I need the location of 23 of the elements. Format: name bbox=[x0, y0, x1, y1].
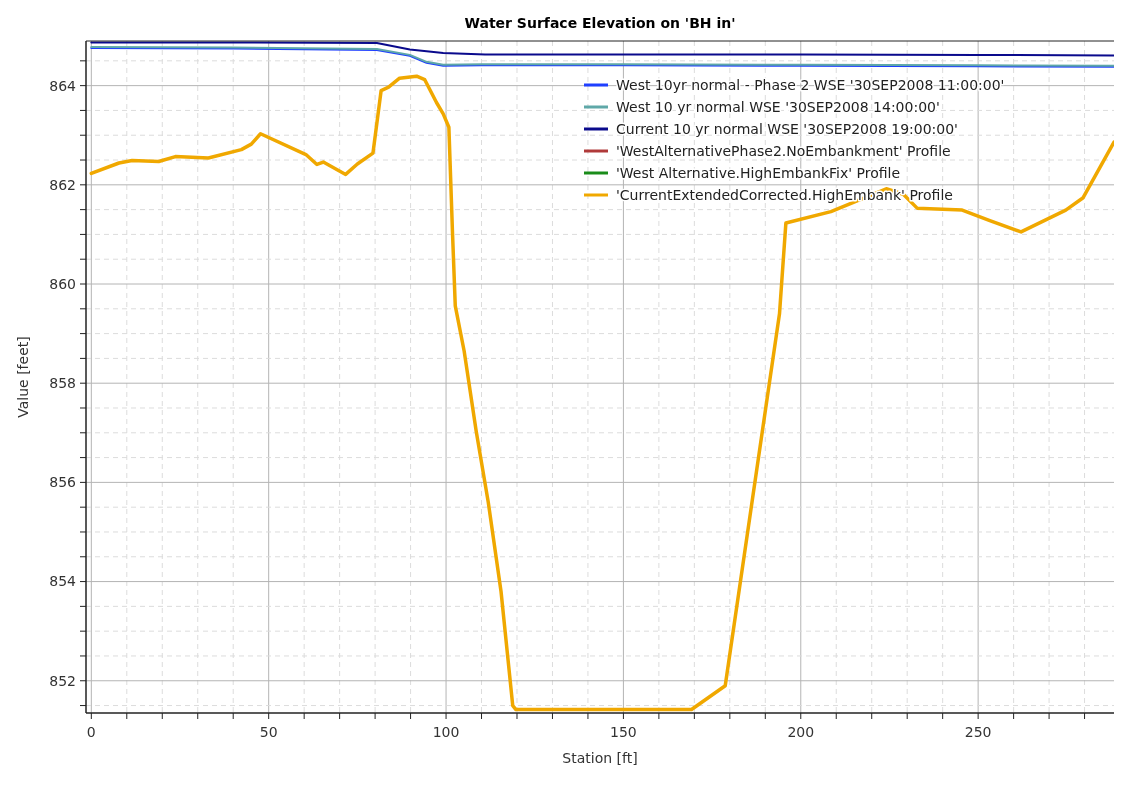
x-tick-label: 250 bbox=[964, 724, 992, 740]
legend-label: West 10yr normal - Phase 2 WSE '30SEP2008 11:00:00' bbox=[616, 76, 1005, 93]
legend-label: West 10 yr normal WSE '30SEP2008 14:00:00' bbox=[616, 98, 940, 115]
y-tick-label: 858 bbox=[49, 375, 76, 392]
legend-label: Current 10 yr normal WSE '30SEP2008 19:00:00' bbox=[616, 120, 958, 137]
line-series bbox=[89, 74, 1114, 712]
y-tick-label: 854 bbox=[49, 573, 77, 590]
y-axis-title: Value [feet] bbox=[15, 336, 31, 418]
x-tick-label: 0 bbox=[86, 724, 96, 740]
x-tick-label: 150 bbox=[610, 724, 637, 740]
legend-label: 'West Alternative.HighEmbankFix' Profile bbox=[616, 164, 901, 181]
x-tick-label: 50 bbox=[259, 724, 278, 740]
legend-label: 'WestAlternativePhase2.NoEmbankment' Profile bbox=[616, 142, 951, 159]
y-tick-label: 856 bbox=[49, 474, 77, 491]
y-tick-label: 864 bbox=[49, 77, 77, 94]
chart-title: Water Surface Elevation on 'BH in' bbox=[464, 15, 736, 31]
y-tick-label: 862 bbox=[49, 176, 76, 193]
line-series bbox=[90, 41, 1114, 57]
x-tick-label: 100 bbox=[432, 724, 460, 740]
x-axis-title: Station [ft] bbox=[562, 750, 638, 766]
y-tick-label: 852 bbox=[49, 672, 76, 689]
y-tick-label: 860 bbox=[49, 275, 76, 292]
x-tick-label: 200 bbox=[787, 724, 815, 740]
